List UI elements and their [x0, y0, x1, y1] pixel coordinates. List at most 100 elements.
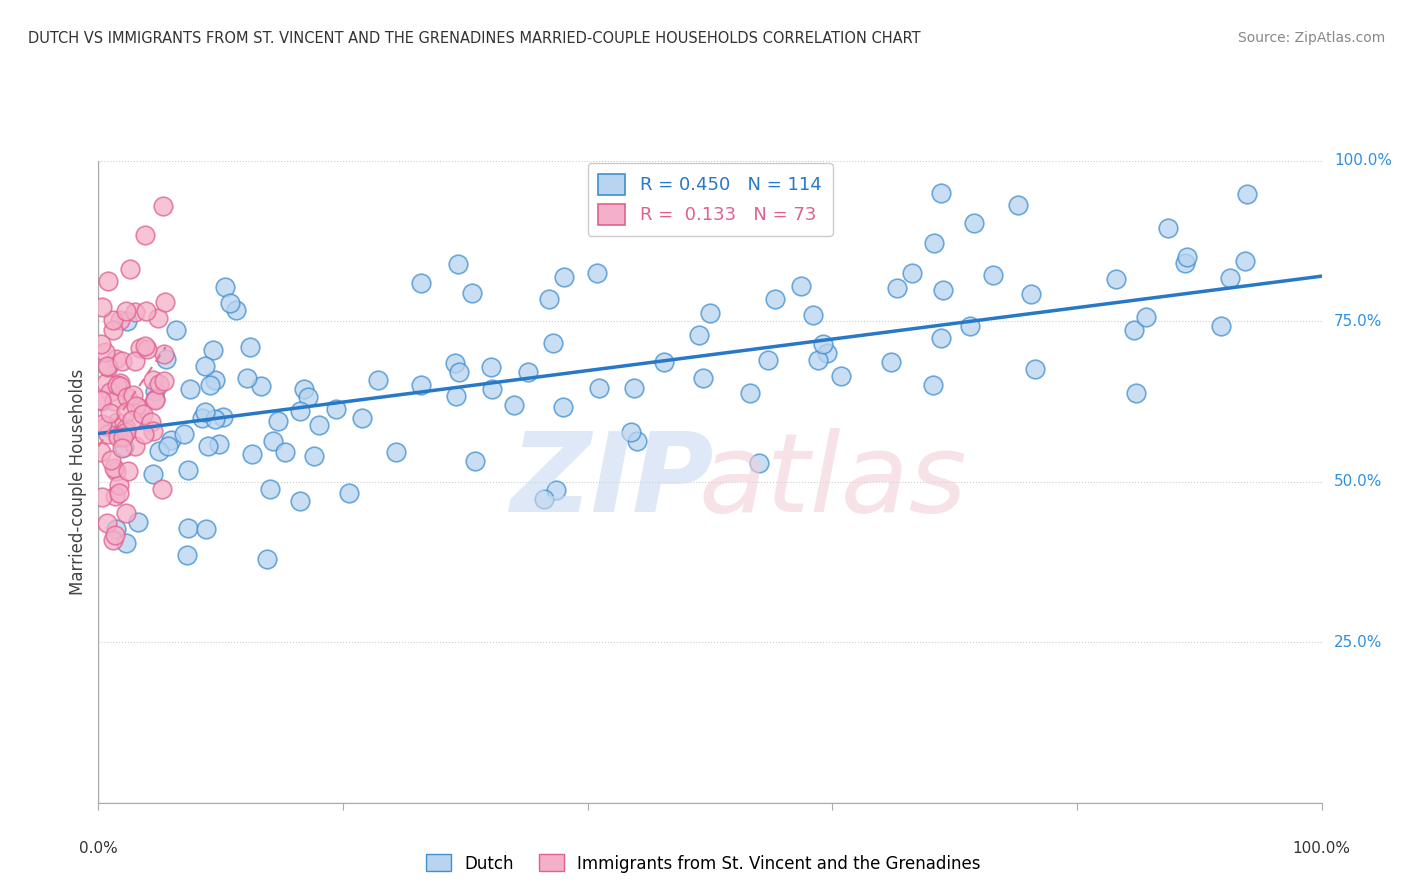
Point [128, 401, 150, 416]
Point [103, 312, 125, 326]
Point [959, 319, 981, 334]
Point [620, 425, 643, 440]
Point [1007, 198, 1029, 212]
Point [815, 346, 838, 360]
Point [132, 426, 155, 441]
Text: 75.0%: 75.0% [1334, 314, 1382, 328]
Point [218, 296, 240, 310]
Point [444, 356, 467, 370]
Point [121, 413, 143, 427]
Point [101, 323, 124, 337]
Point [90, 491, 112, 505]
Point [256, 551, 278, 566]
Point [179, 382, 201, 396]
Point [132, 408, 155, 422]
Point [801, 308, 824, 322]
Point [97, 427, 120, 442]
Point [103, 393, 125, 408]
Point [114, 405, 136, 419]
Point [1021, 287, 1043, 301]
Point [756, 352, 779, 367]
Point [652, 354, 675, 368]
Point [98, 407, 121, 421]
Point [125, 400, 148, 414]
Point [115, 420, 138, 434]
Point [460, 286, 482, 301]
Point [385, 445, 408, 459]
Point [115, 390, 138, 404]
Text: 50.0%: 50.0% [1334, 475, 1382, 489]
Legend: R = 0.450   N = 114, R =  0.133   N = 73: R = 0.450 N = 114, R = 0.133 N = 73 [588, 163, 832, 235]
Point [464, 454, 486, 468]
Point [143, 392, 166, 406]
Point [503, 398, 526, 412]
Point [176, 463, 198, 477]
Point [142, 467, 165, 482]
Point [444, 389, 467, 403]
Point [90, 336, 112, 351]
Point [155, 295, 177, 310]
Point [91, 394, 114, 409]
Point [117, 464, 139, 478]
Point [259, 482, 281, 496]
Point [931, 283, 953, 297]
Point [533, 491, 555, 506]
Point [537, 292, 560, 306]
Point [585, 266, 607, 280]
Point [134, 228, 156, 243]
Point [177, 521, 200, 535]
Point [111, 441, 134, 455]
Point [105, 464, 128, 478]
Point [114, 303, 136, 318]
Point [197, 439, 219, 453]
Point [118, 262, 141, 277]
Point [692, 370, 714, 384]
Text: atlas: atlas [697, 428, 967, 535]
Point [1236, 187, 1258, 202]
Point [262, 434, 284, 448]
Point [104, 522, 127, 536]
Point [239, 340, 262, 354]
Point [553, 270, 575, 285]
Point [114, 506, 136, 520]
Point [157, 439, 180, 453]
Point [208, 437, 231, 451]
Point [924, 235, 946, 250]
Point [409, 378, 432, 392]
Point [1157, 221, 1180, 235]
Point [94, 419, 117, 434]
Point [748, 456, 770, 470]
Point [108, 486, 131, 500]
Point [623, 381, 645, 395]
Point [134, 339, 156, 353]
Point [225, 302, 247, 317]
Point [449, 365, 471, 379]
Point [148, 443, 170, 458]
Point [740, 385, 762, 400]
Point [763, 293, 786, 307]
Point [1174, 255, 1197, 269]
Text: 0.0%: 0.0% [79, 841, 118, 856]
Point [250, 379, 273, 393]
Point [112, 440, 135, 454]
Point [142, 373, 165, 387]
Point [1175, 250, 1198, 264]
Point [288, 403, 311, 417]
Point [929, 331, 952, 345]
Point [146, 311, 169, 326]
Point [107, 428, 129, 442]
Point [103, 460, 125, 475]
Point [922, 378, 945, 392]
Point [337, 486, 360, 500]
Point [1123, 323, 1146, 337]
Point [626, 434, 648, 448]
Point [104, 528, 127, 542]
Point [688, 327, 710, 342]
Point [325, 402, 347, 417]
Point [302, 450, 325, 464]
Point [105, 377, 128, 392]
Point [96, 359, 118, 374]
Point [191, 411, 214, 425]
Point [108, 312, 131, 326]
Point [127, 515, 149, 529]
